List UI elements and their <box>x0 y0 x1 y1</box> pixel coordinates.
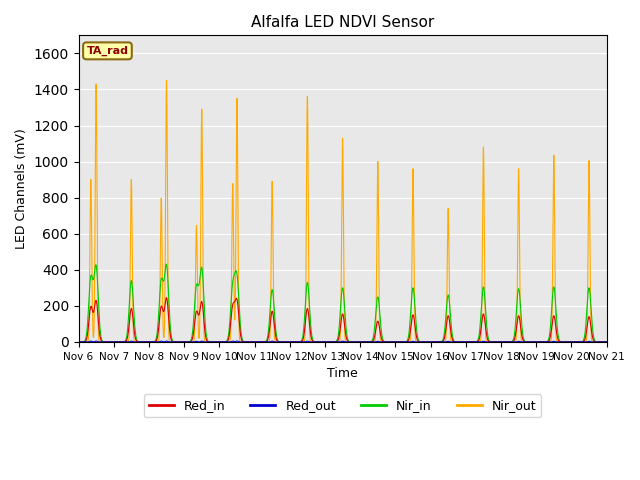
Nir_out <box>603 339 611 345</box>
Nir_in <box>603 339 611 345</box>
Nir_in <box>257 339 265 345</box>
Y-axis label: LED Channels (mV): LED Channels (mV) <box>15 128 28 249</box>
Nir_in <box>75 339 83 345</box>
Red_in <box>163 295 170 300</box>
Red_out <box>392 339 399 345</box>
Nir_in <box>211 339 219 345</box>
Nir_out <box>478 312 486 318</box>
Nir_out <box>257 339 265 345</box>
Red_out <box>257 339 265 345</box>
Nir_out <box>238 339 246 345</box>
Nir_out <box>211 339 219 345</box>
Nir_in <box>478 300 486 306</box>
Red_in <box>238 337 246 343</box>
Nir_out <box>573 339 580 345</box>
Nir_in <box>238 334 246 339</box>
Red_out <box>211 339 219 345</box>
Line: Red_in: Red_in <box>79 298 607 342</box>
Red_in <box>573 339 580 345</box>
Nir_out <box>163 78 170 84</box>
Red_in <box>75 339 83 345</box>
Legend: Red_in, Red_out, Nir_in, Nir_out: Red_in, Red_out, Nir_in, Nir_out <box>144 394 541 417</box>
Nir_out <box>392 339 399 345</box>
Line: Nir_in: Nir_in <box>79 264 607 342</box>
Text: TA_rad: TA_rad <box>86 46 129 56</box>
Red_in <box>392 339 399 345</box>
Nir_in <box>573 339 580 345</box>
Nir_out <box>75 339 83 345</box>
Red_out <box>233 338 241 344</box>
Red_out <box>478 339 486 345</box>
Red_in <box>211 339 219 345</box>
Nir_in <box>392 339 399 345</box>
Red_out <box>238 339 246 345</box>
X-axis label: Time: Time <box>327 367 358 380</box>
Red_out <box>603 339 611 345</box>
Line: Red_out: Red_out <box>79 341 607 342</box>
Nir_in <box>163 261 170 267</box>
Red_in <box>603 339 611 345</box>
Red_out <box>573 339 580 345</box>
Red_out <box>75 339 83 345</box>
Line: Nir_out: Nir_out <box>79 81 607 342</box>
Red_in <box>257 339 265 345</box>
Red_in <box>478 321 486 326</box>
Title: Alfalfa LED NDVI Sensor: Alfalfa LED NDVI Sensor <box>251 15 434 30</box>
